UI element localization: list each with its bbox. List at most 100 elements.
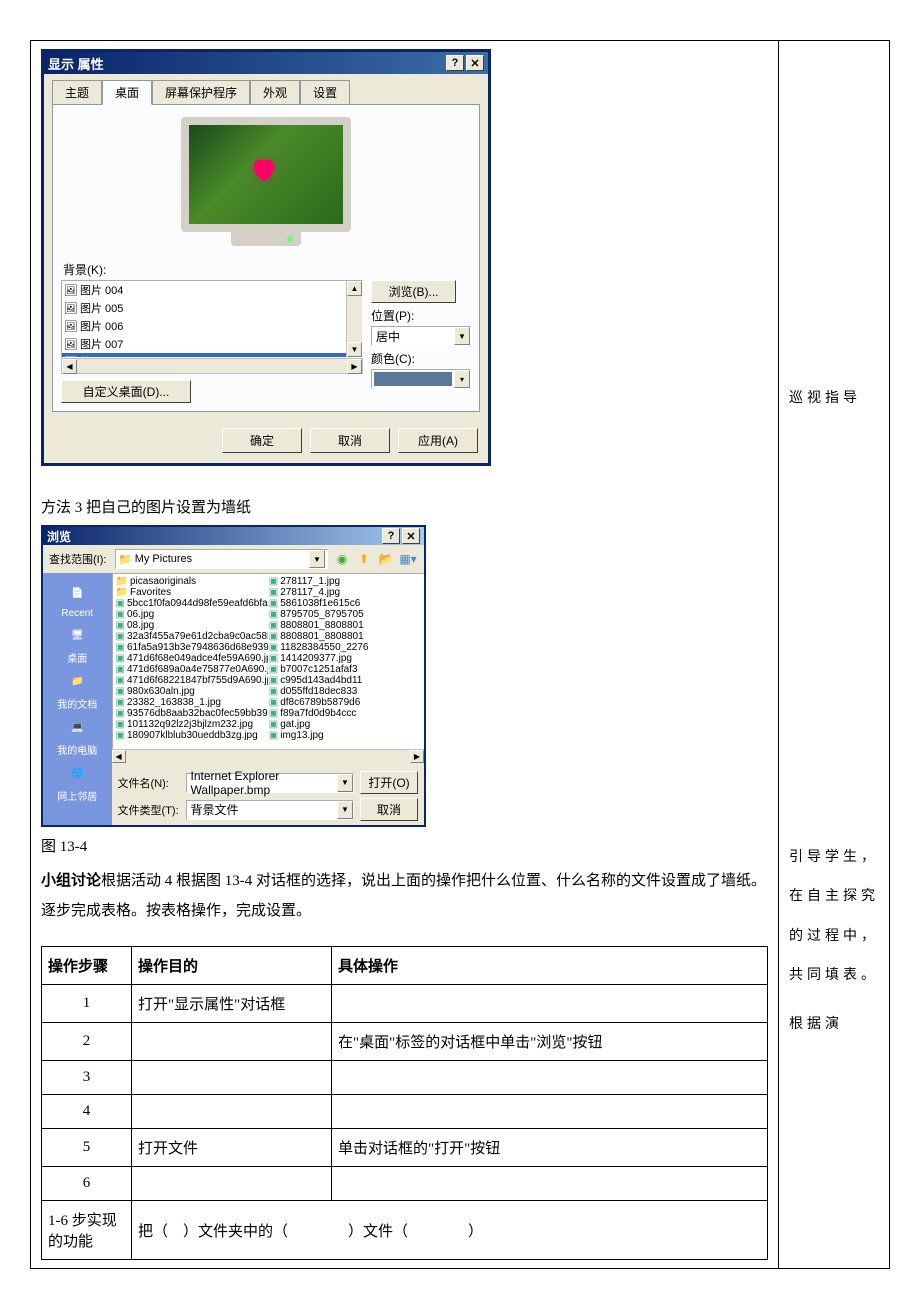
chevron-down-icon[interactable]: ▼ (337, 774, 353, 792)
file-item[interactable]: ▣8808801_8808801 (268, 620, 421, 631)
close-button[interactable]: ✕ (466, 55, 484, 71)
table-row: 6 (42, 1167, 768, 1201)
browse-title: 浏览 (47, 528, 380, 545)
file-item[interactable]: ▣c995d143ad4bd11 (268, 675, 421, 686)
views-icon[interactable]: ▦▾ (398, 549, 418, 569)
file-item[interactable]: ▣b7007c1251afaf3 (268, 664, 421, 675)
file-item[interactable]: ▣980x630aln.jpg (115, 686, 268, 697)
new-folder-icon[interactable]: 📂 (376, 549, 396, 569)
tab-desktop[interactable]: 桌面 (102, 80, 152, 105)
close-button[interactable]: ✕ (402, 528, 420, 544)
file-item[interactable]: ▣img13.jpg (268, 730, 421, 741)
back-icon[interactable]: ◉ (332, 549, 352, 569)
image-icon: ▣ (116, 664, 125, 675)
method-3-heading: 方法 3 把自己的图片设置为墙纸 (41, 496, 768, 517)
file-item[interactable]: ▣5bcc1f0fa0944d98fe59eafd6bfaab4a.jpg (115, 598, 268, 609)
chevron-down-icon[interactable]: ▼ (337, 801, 353, 819)
action-cell (332, 1061, 768, 1095)
file-item[interactable]: ▣1414209377.jpg (268, 653, 421, 664)
apply-button[interactable]: 应用(A) (398, 428, 478, 453)
background-list[interactable]: 🖼图片 004 🖼图片 005 🖼图片 006 🖼图片 007 🖼萝卜 ▲ ▼ (61, 280, 363, 358)
up-icon[interactable]: ⬆ (354, 549, 374, 569)
file-item[interactable]: ▣278117_1.jpg (268, 576, 421, 587)
scrollbar-vertical[interactable]: ▲ ▼ (346, 281, 362, 357)
tab-appearance[interactable]: 外观 (250, 80, 300, 104)
file-item[interactable]: ▣f89a7fd0d9b4ccc (268, 708, 421, 719)
file-item[interactable]: ▣gat.jpg (268, 719, 421, 730)
filetype-label: 文件类型(T): (118, 802, 180, 818)
filename-label: 文件名(N): (118, 775, 180, 791)
place-network[interactable]: 🌐网上邻居 (57, 759, 97, 803)
help-button[interactable]: ? (446, 55, 464, 71)
image-icon: ▣ (269, 642, 278, 653)
browse-button[interactable]: 浏览(B)... (371, 280, 456, 303)
figure-label: 图 13-4 (41, 835, 768, 856)
file-item[interactable]: ▣101132q92lz2j3bjlzm232.jpg (115, 719, 268, 730)
file-item[interactable]: 📁picasaoriginals (115, 576, 268, 587)
file-item[interactable]: 📁Favorites (115, 587, 268, 598)
open-button[interactable]: 打开(O) (360, 771, 418, 794)
image-icon: 🖼 (64, 302, 77, 314)
place-desktop[interactable]: 🖥桌面 (61, 621, 93, 665)
dialog-titlebar[interactable]: 显示 属性 ? ✕ (44, 52, 488, 74)
chevron-down-icon[interactable]: ▼ (454, 327, 470, 345)
cancel-button[interactable]: 取消 (360, 798, 418, 821)
scroll-down-button[interactable]: ▼ (347, 342, 362, 357)
scrollbar-horizontal[interactable]: ◀ ▶ (61, 358, 363, 374)
chevron-down-icon[interactable]: ▼ (309, 550, 325, 568)
tab-settings[interactable]: 设置 (300, 80, 350, 104)
file-item[interactable]: ▣61fa5a913b3e7948636d68e939590030.jpg (115, 642, 268, 653)
file-item[interactable]: ▣11828384550_2276 (268, 642, 421, 653)
customize-desktop-button[interactable]: 自定义桌面(D)... (61, 380, 191, 403)
file-item[interactable]: ▣08.jpg (115, 620, 268, 631)
file-item[interactable]: ▣471d6f689a0a4e75877e0A690.jpg (115, 664, 268, 675)
position-combo[interactable]: 居中 ▼ (371, 326, 471, 346)
file-scrollbar-horizontal[interactable]: ◀ ▶ (112, 749, 424, 763)
file-list-area[interactable]: 📁picasaoriginals📁Favorites▣5bcc1f0fa0944… (112, 573, 424, 749)
list-item[interactable]: 🖼图片 006 (62, 317, 362, 335)
image-icon: ▣ (269, 598, 278, 609)
list-item-selected[interactable]: 🖼萝卜 (62, 353, 362, 358)
chevron-down-icon[interactable]: ▾ (454, 370, 470, 388)
scroll-right-button[interactable]: ▶ (347, 359, 362, 374)
cancel-button[interactable]: 取消 (310, 428, 390, 453)
color-combo[interactable]: ▾ (371, 369, 471, 389)
scroll-left-button[interactable]: ◀ (62, 359, 77, 374)
computer-icon: 💻 (61, 713, 93, 741)
file-item[interactable]: ▣5861038f1e615c6 (268, 598, 421, 609)
help-button[interactable]: ? (382, 528, 400, 544)
display-properties-dialog: 显示 属性 ? ✕ 主题 桌面 屏幕保护程序 外观 设置 (41, 49, 491, 466)
step-cell: 3 (42, 1061, 132, 1095)
file-item[interactable]: ▣8808801_8808801 (268, 631, 421, 642)
file-item[interactable]: ▣32a3f455a79e61d2cba9c0ac58b8c948.jpg (115, 631, 268, 642)
place-recent[interactable]: 📄Recent (61, 579, 93, 619)
ok-button[interactable]: 确定 (222, 428, 302, 453)
file-item[interactable]: ▣23382_163838_1.jpg (115, 697, 268, 708)
list-item[interactable]: 🖼图片 004 (62, 281, 362, 299)
filename-combo[interactable]: Internet Explorer Wallpaper.bmp▼ (186, 773, 354, 793)
tab-screensaver[interactable]: 屏幕保护程序 (152, 80, 250, 104)
file-item[interactable]: ▣df8c6789b5879d6 (268, 697, 421, 708)
filetype-combo[interactable]: 背景文件▼ (186, 800, 354, 820)
file-item[interactable]: ▣d055ffd18dec833 (268, 686, 421, 697)
place-documents[interactable]: 📁我的文档 (57, 667, 97, 711)
file-item[interactable]: ▣278117_4.jpg (268, 587, 421, 598)
tab-theme[interactable]: 主题 (52, 80, 102, 104)
list-item[interactable]: 🖼图片 005 (62, 299, 362, 317)
folder-icon: 📁 (116, 587, 128, 598)
file-item[interactable]: ▣471d6f68221847bf755d9A690.jpg (115, 675, 268, 686)
list-item[interactable]: 🖼图片 007 (62, 335, 362, 353)
folder-icon: 📁 (116, 576, 128, 587)
file-item[interactable]: ▣8795705_8795705 (268, 609, 421, 620)
file-item[interactable]: ▣06.jpg (115, 609, 268, 620)
place-computer[interactable]: 💻我的电脑 (57, 713, 97, 757)
scroll-right-button[interactable]: ▶ (410, 750, 424, 763)
browse-titlebar[interactable]: 浏览 ? ✕ (43, 527, 424, 545)
file-item[interactable]: ▣93576db8aab32bac0fec59bb395b5e76.jpg (115, 708, 268, 719)
look-in-combo[interactable]: 📁 My Pictures ▼ (115, 549, 328, 569)
file-item[interactable]: ▣471d6f68e049adce4fe59A690.jpg (115, 653, 268, 664)
scroll-up-button[interactable]: ▲ (347, 281, 362, 296)
image-icon: ▣ (116, 642, 125, 653)
scroll-left-button[interactable]: ◀ (112, 750, 126, 763)
file-item[interactable]: ▣180907klblub30ueddb3zg.jpg (115, 730, 268, 741)
